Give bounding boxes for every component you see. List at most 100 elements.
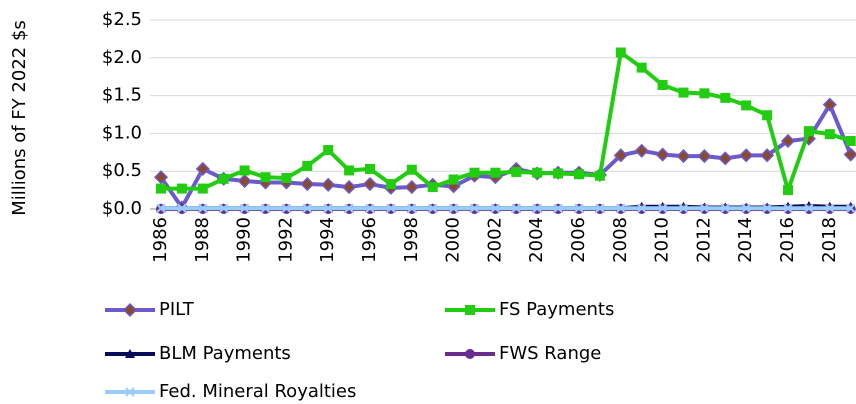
- legend-item: BLM Payments: [105, 343, 291, 364]
- marker: [613, 148, 628, 163]
- marker: [427, 203, 438, 213]
- x-tick-label: 2014: [735, 217, 756, 263]
- marker: [616, 203, 626, 213]
- marker: [342, 180, 357, 195]
- y-tick-label: $0.0: [102, 198, 142, 219]
- marker: [574, 169, 584, 180]
- marker: [239, 203, 250, 213]
- marker: [469, 203, 480, 213]
- marker: [281, 203, 292, 213]
- marker: [783, 203, 793, 213]
- marker: [762, 110, 773, 121]
- marker: [122, 302, 138, 318]
- y-axis-label: Millions of FY 2022 $s: [9, 20, 30, 216]
- marker: [741, 100, 752, 111]
- x-tick-label: 1996: [359, 217, 380, 263]
- marker: [406, 164, 417, 175]
- marker: [490, 167, 501, 178]
- marker: [344, 203, 354, 213]
- marker: [804, 203, 814, 213]
- marker: [365, 163, 375, 174]
- legend-item: Fed. Mineral Royalties: [105, 381, 356, 402]
- marker: [448, 174, 459, 185]
- marker: [465, 349, 475, 359]
- marker: [465, 305, 475, 315]
- marker: [156, 183, 166, 194]
- marker: [176, 183, 187, 194]
- marker: [195, 161, 210, 176]
- legend-label: FWS Range: [499, 343, 601, 364]
- marker: [511, 166, 522, 177]
- marker: [843, 147, 856, 162]
- marker: [720, 203, 731, 213]
- marker: [386, 203, 396, 213]
- x-tick-label: 1998: [401, 217, 422, 263]
- y-tick-label: $1.0: [102, 122, 142, 143]
- marker: [657, 80, 668, 91]
- marker: [783, 185, 793, 196]
- marker: [780, 133, 796, 149]
- marker: [532, 203, 542, 213]
- y-tick-label: $0.5: [102, 160, 142, 181]
- marker: [365, 203, 375, 213]
- marker: [657, 203, 668, 213]
- marker: [699, 203, 710, 213]
- marker: [153, 170, 169, 185]
- marker: [281, 173, 292, 184]
- marker: [676, 149, 691, 164]
- legend-label: Fed. Mineral Royalties: [159, 381, 356, 402]
- marker: [574, 203, 584, 213]
- marker: [125, 387, 135, 397]
- marker: [260, 172, 271, 183]
- marker: [323, 203, 333, 213]
- marker: [636, 203, 647, 213]
- marker: [553, 168, 564, 179]
- x-tick-label: 2006: [568, 217, 589, 263]
- y-tick-label: $1.5: [102, 85, 142, 106]
- marker: [699, 88, 710, 99]
- series: [156, 47, 856, 196]
- x-tick-label: 1986: [150, 217, 171, 263]
- legend-item: FWS Range: [445, 343, 601, 364]
- marker: [634, 143, 649, 158]
- x-tick-label: 2000: [443, 217, 464, 263]
- marker: [762, 203, 772, 213]
- marker: [469, 167, 480, 178]
- marker: [595, 203, 605, 213]
- marker: [198, 203, 208, 213]
- marker: [636, 62, 647, 73]
- marker: [615, 47, 626, 58]
- marker: [845, 135, 856, 146]
- marker: [845, 203, 856, 213]
- x-tick-label: 1988: [192, 217, 213, 263]
- marker: [218, 203, 229, 213]
- marker: [321, 177, 336, 192]
- x-tick-label: 2018: [819, 217, 840, 263]
- marker: [718, 151, 733, 166]
- x-tick-label: 2004: [526, 217, 547, 263]
- marker: [344, 165, 355, 176]
- marker: [553, 203, 563, 213]
- series: [153, 97, 856, 215]
- marker: [655, 147, 670, 162]
- marker: [362, 176, 378, 192]
- marker: [323, 145, 334, 156]
- marker: [302, 203, 313, 213]
- series-line: [161, 50, 852, 193]
- marker: [125, 349, 135, 358]
- x-tick-label: 1990: [234, 217, 255, 263]
- x-tick-label: 2016: [777, 217, 798, 263]
- y-tick-label: $2.5: [102, 9, 142, 30]
- marker: [697, 149, 712, 164]
- marker: [720, 92, 731, 103]
- marker: [385, 179, 396, 190]
- marker: [678, 203, 689, 213]
- marker: [511, 203, 522, 213]
- legend-label: PILT: [159, 299, 195, 320]
- marker: [594, 170, 605, 181]
- marker: [803, 126, 814, 137]
- legend-label: BLM Payments: [159, 343, 291, 364]
- marker: [448, 203, 459, 213]
- legend-item: FS Payments: [445, 299, 614, 320]
